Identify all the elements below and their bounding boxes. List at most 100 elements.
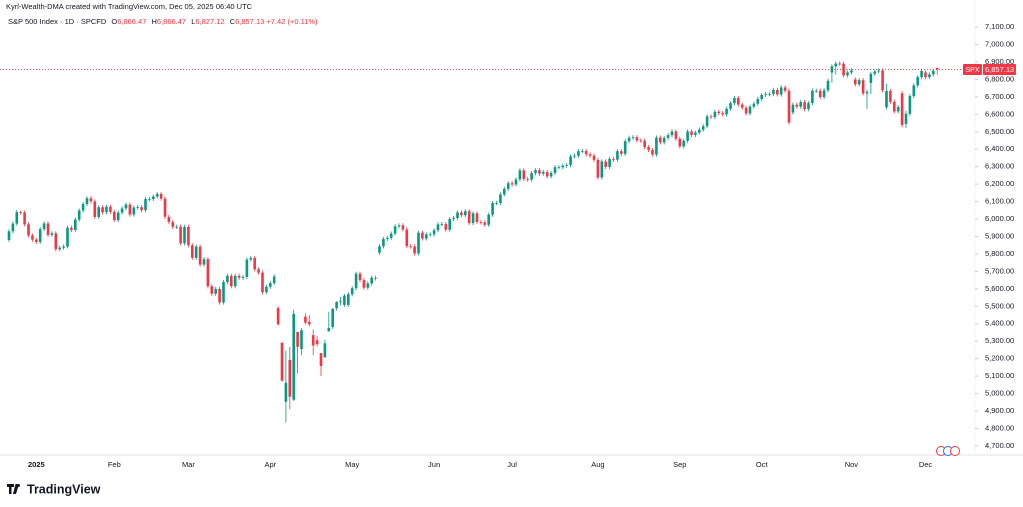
candle-body bbox=[425, 234, 428, 239]
candle-body bbox=[284, 382, 288, 402]
candle-body bbox=[214, 289, 217, 294]
candle-body bbox=[678, 138, 682, 147]
candle-body bbox=[261, 272, 264, 293]
candle-body bbox=[475, 213, 479, 223]
candle-body bbox=[655, 137, 658, 155]
candle-body bbox=[335, 301, 338, 309]
candle-body bbox=[725, 108, 728, 115]
candle-body bbox=[405, 229, 409, 247]
candle-body bbox=[764, 94, 767, 96]
candle-body bbox=[183, 226, 186, 244]
candle-body bbox=[358, 273, 362, 281]
ohlc-value: 6,866.47 bbox=[117, 17, 147, 26]
candle-body bbox=[581, 150, 584, 152]
y-tick-label: 5,300.00 bbox=[985, 336, 1014, 345]
candle-body bbox=[42, 223, 46, 230]
candle-body bbox=[393, 226, 397, 234]
y-tick-label: 6,700.00 bbox=[985, 92, 1014, 101]
candle-body bbox=[826, 80, 830, 91]
candle-body bbox=[935, 67, 939, 70]
candle-body bbox=[323, 343, 327, 358]
candle-body bbox=[187, 226, 190, 246]
candle-body bbox=[803, 101, 806, 110]
candle-body bbox=[701, 126, 705, 130]
candle-body bbox=[38, 229, 42, 242]
candle-body bbox=[518, 170, 522, 180]
y-tick-label: 5,700.00 bbox=[985, 266, 1014, 275]
candle-body bbox=[81, 204, 85, 211]
candle-body bbox=[588, 154, 592, 156]
ohlc-key: H bbox=[151, 17, 157, 26]
y-tick-label: 4,800.00 bbox=[985, 423, 1014, 432]
candle-body bbox=[514, 179, 518, 185]
candle-body bbox=[116, 212, 120, 221]
candle-body bbox=[11, 223, 15, 232]
candle-body bbox=[612, 158, 615, 160]
candle-body bbox=[737, 97, 740, 105]
candle-body bbox=[522, 170, 526, 179]
candle-body bbox=[202, 259, 206, 265]
candle-body bbox=[31, 235, 34, 240]
candle-body bbox=[327, 327, 331, 332]
candle-body bbox=[432, 230, 436, 235]
candle-body bbox=[27, 224, 30, 236]
candle-body bbox=[912, 85, 916, 97]
candle-body bbox=[495, 202, 498, 204]
candle-body bbox=[596, 159, 600, 178]
candle-body bbox=[635, 137, 639, 141]
candle-body bbox=[861, 80, 865, 94]
candle-body bbox=[530, 173, 533, 180]
candle-body bbox=[77, 210, 81, 220]
candle-body bbox=[760, 94, 763, 99]
candle-body bbox=[456, 212, 459, 219]
candle-body bbox=[818, 90, 822, 98]
candle-body bbox=[366, 283, 370, 288]
ohlc-key: L bbox=[191, 17, 196, 26]
candle-body bbox=[269, 283, 272, 287]
candle-body bbox=[682, 140, 685, 147]
candle-body bbox=[670, 131, 674, 136]
candle-body bbox=[417, 232, 420, 254]
candle-body bbox=[928, 74, 931, 78]
y-tick-label: 6,200.00 bbox=[985, 179, 1014, 188]
y-tick-label: 5,400.00 bbox=[985, 319, 1014, 328]
candle-body bbox=[198, 246, 202, 265]
candle-body bbox=[467, 211, 471, 224]
candle-body bbox=[721, 113, 724, 115]
candle-body bbox=[210, 286, 214, 294]
candle-body bbox=[686, 131, 689, 141]
candle-body bbox=[748, 106, 752, 114]
candle-body bbox=[292, 313, 295, 400]
candle-body bbox=[152, 196, 155, 199]
candle-body bbox=[222, 282, 225, 303]
candle-body bbox=[924, 72, 927, 78]
candle-body bbox=[120, 208, 124, 213]
candle-body bbox=[230, 275, 233, 287]
candle-body bbox=[54, 233, 58, 250]
candle-body bbox=[23, 212, 26, 225]
candle-body bbox=[553, 167, 557, 173]
y-tick-label: 6,100.00 bbox=[985, 197, 1014, 206]
candle-body bbox=[881, 70, 884, 91]
candle-body bbox=[370, 277, 373, 284]
candle-body bbox=[382, 238, 385, 247]
candle-body bbox=[233, 275, 237, 287]
candle-body bbox=[616, 151, 619, 160]
candle-body bbox=[807, 103, 810, 110]
y-tick-label: 5,100.00 bbox=[985, 371, 1014, 380]
candle-body bbox=[838, 63, 841, 65]
candle-body bbox=[175, 226, 178, 228]
candle-body bbox=[694, 132, 697, 135]
brand-logo bbox=[7, 484, 20, 494]
candle-body bbox=[167, 216, 171, 223]
candle-body bbox=[885, 90, 888, 108]
candle-body bbox=[557, 167, 561, 169]
candle-body bbox=[573, 155, 576, 157]
candle-body bbox=[510, 183, 514, 185]
candle-body bbox=[483, 222, 487, 225]
candle-body bbox=[932, 70, 935, 75]
candle-body bbox=[690, 131, 693, 135]
candle-body bbox=[436, 224, 440, 231]
candle-body bbox=[144, 198, 147, 211]
candle-body bbox=[471, 213, 475, 224]
